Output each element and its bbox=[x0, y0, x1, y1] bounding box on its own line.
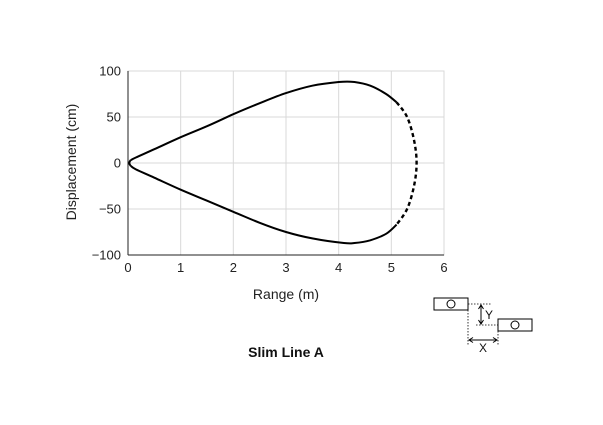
series-layer bbox=[128, 80, 418, 245]
y-tick-label: −50 bbox=[99, 202, 121, 217]
y-arrowheads bbox=[478, 304, 484, 325]
x-offset-label: X bbox=[479, 341, 487, 355]
detection-curve-solid-0 bbox=[130, 80, 398, 162]
y-tick-label: 50 bbox=[107, 110, 121, 125]
receiver-lens-icon bbox=[510, 320, 520, 330]
x-axis-label: Range (m) bbox=[253, 286, 319, 302]
y-offset-label: Y bbox=[485, 308, 493, 322]
y-tick-label: 100 bbox=[99, 64, 121, 79]
y-axis-label: Displacement (cm) bbox=[63, 104, 79, 221]
y-tick-label: −100 bbox=[92, 248, 121, 263]
x-tick-label: 1 bbox=[177, 260, 184, 275]
x-tick-label: 3 bbox=[282, 260, 289, 275]
detection-curve-solid-2 bbox=[129, 164, 398, 245]
detection-curve-dashed-1 bbox=[395, 101, 418, 226]
chart-title: Slim Line A bbox=[248, 344, 324, 360]
detection-curve-tip bbox=[128, 159, 132, 167]
x-tick-label: 5 bbox=[388, 260, 395, 275]
emitter-lens-icon bbox=[446, 299, 456, 309]
y-tick-label: 0 bbox=[114, 156, 121, 171]
alignment-diagram: Y X bbox=[433, 297, 533, 355]
x-tick-label: 4 bbox=[335, 260, 342, 275]
x-tick-label: 0 bbox=[124, 260, 131, 275]
grid bbox=[127, 70, 445, 256]
tick-labels: 0 1 2 3 4 5 6 100 50 0 −50 −100 bbox=[92, 64, 448, 276]
x-arrowheads bbox=[468, 337, 498, 343]
x-tick-label: 2 bbox=[230, 260, 237, 275]
x-tick-label: 6 bbox=[440, 260, 447, 275]
